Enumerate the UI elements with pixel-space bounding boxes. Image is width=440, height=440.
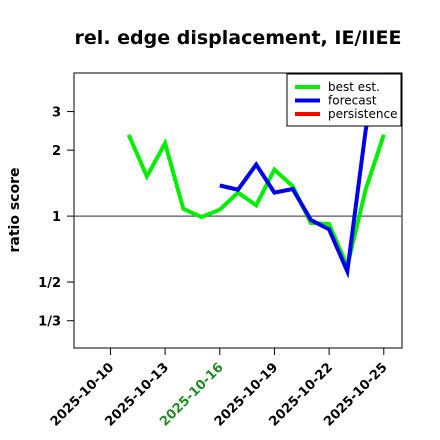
series-line-best-est xyxy=(126,133,386,273)
y-tick-label: 1 xyxy=(52,210,61,225)
legend-entry-label: persistence xyxy=(328,107,397,121)
legend-entry-label: forecast xyxy=(328,94,377,108)
y-axis-label: ratio score xyxy=(7,168,23,253)
y-tick-label: 2 xyxy=(52,144,61,159)
y-tick-label: 1/2 xyxy=(38,276,61,291)
plot-frame xyxy=(73,72,403,349)
series-line-forecast xyxy=(219,73,379,279)
y-tick-label: 3 xyxy=(52,106,61,121)
y-tick-label: 1/3 xyxy=(38,315,61,330)
legend-entry-label: best est. xyxy=(328,80,380,94)
chart-title: rel. edge displacement, IE/IIEE xyxy=(75,27,402,49)
